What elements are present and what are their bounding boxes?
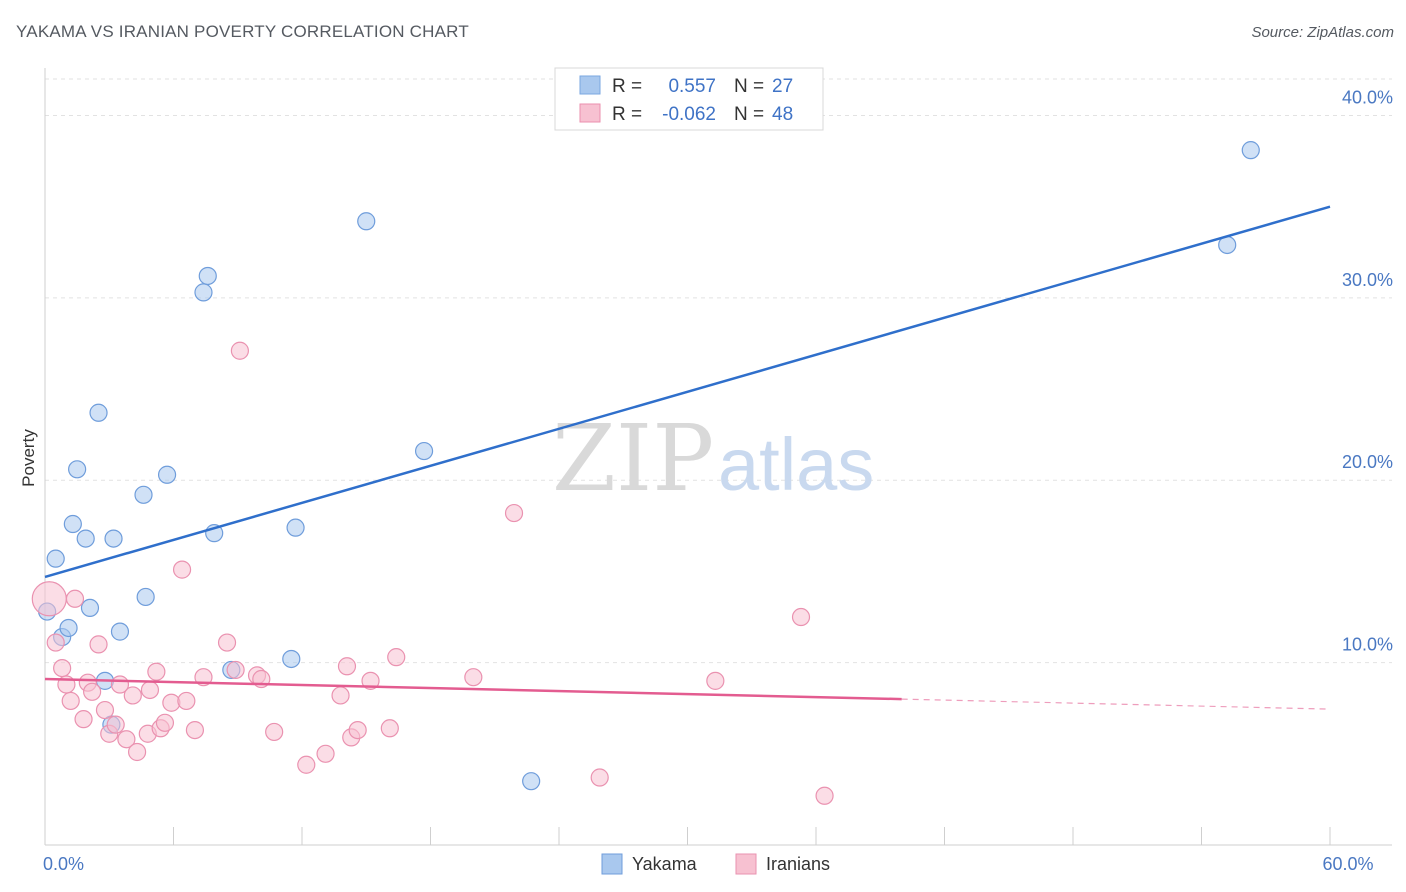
iranians-point-4 bbox=[61, 691, 80, 711]
y-tick-label-1: 20.0% bbox=[1342, 452, 1393, 472]
iranians-point-16 bbox=[127, 742, 147, 762]
iranians-point-6 bbox=[74, 710, 93, 729]
iranians-point-35 bbox=[331, 686, 350, 705]
yakama-point-3 bbox=[59, 618, 78, 638]
bottom-legend: Yakama Iranians bbox=[601, 853, 830, 875]
iranians-point-42 bbox=[464, 668, 483, 687]
x-tick-label-1: 60.0% bbox=[1322, 854, 1373, 874]
iranians-point-25 bbox=[185, 720, 205, 740]
iranians-point-44 bbox=[590, 768, 609, 787]
trend-layer bbox=[44, 205, 1331, 710]
iranians-point-28 bbox=[226, 660, 245, 680]
bottom-legend-label-iranians: Iranians bbox=[766, 854, 830, 874]
iranians-point-34 bbox=[316, 744, 335, 763]
y-tick-label-0: 10.0% bbox=[1342, 635, 1393, 655]
iranians-point-19 bbox=[147, 662, 166, 681]
legend-r-label-yakama: R = bbox=[612, 76, 642, 97]
yakama-point-7 bbox=[80, 598, 100, 618]
legend-n-label-iranians: N = bbox=[734, 104, 764, 125]
legend-r-label-iranians: R = bbox=[612, 104, 642, 125]
yakama-trend-line bbox=[44, 205, 1331, 579]
axis-layer: 10.0% 20.0% 30.0% 40.0% 0.0% 60.0% bbox=[43, 68, 1393, 874]
iranians-point-39 bbox=[361, 671, 380, 690]
yakama-point-17 bbox=[198, 266, 217, 286]
iranians-point-14 bbox=[117, 730, 136, 749]
legend-swatch-iranians bbox=[579, 103, 601, 123]
iranians-point-12 bbox=[106, 715, 125, 734]
legend-r-value-iranians: -0.062 bbox=[662, 104, 716, 125]
iranians-point-8 bbox=[83, 682, 102, 701]
yakama-point-26 bbox=[1241, 141, 1260, 160]
iranians-point-18 bbox=[140, 680, 160, 700]
iranians-point-45 bbox=[706, 671, 725, 690]
x-tick-label-0: 0.0% bbox=[43, 854, 84, 874]
yakama-point-4 bbox=[63, 514, 82, 534]
iranians-trend-extension bbox=[901, 698, 1331, 710]
legend-swatch-yakama bbox=[579, 75, 601, 95]
y-tick-label-2: 30.0% bbox=[1342, 270, 1393, 290]
iranians-point-40 bbox=[380, 719, 399, 738]
yakama-point-24 bbox=[522, 772, 541, 791]
series-iranians bbox=[31, 341, 834, 805]
iranians-point-46 bbox=[791, 607, 811, 627]
iranians-point-5 bbox=[65, 589, 85, 608]
iranians-point-27 bbox=[217, 633, 237, 652]
yakama-point-12 bbox=[110, 622, 130, 641]
bottom-legend-swatch-yakama bbox=[601, 853, 623, 875]
iranians-point-32 bbox=[265, 722, 284, 742]
iranians-point-36 bbox=[337, 657, 357, 676]
legend-r-value-yakama: 0.557 bbox=[668, 76, 716, 97]
iranians-point-22 bbox=[162, 693, 181, 712]
iranians-point-47 bbox=[815, 786, 834, 805]
watermark: ZIP atlas bbox=[552, 405, 874, 512]
iranians-point-41 bbox=[387, 648, 406, 667]
yakama-point-15 bbox=[157, 465, 177, 484]
iranians-point-43 bbox=[504, 503, 524, 523]
yakama-point-6 bbox=[76, 529, 95, 548]
y-tick-label-3: 40.0% bbox=[1342, 87, 1393, 107]
yakama-point-21 bbox=[286, 518, 305, 537]
iranians-trend-line bbox=[44, 677, 902, 701]
iranians-point-24 bbox=[177, 691, 196, 711]
yakama-point-5 bbox=[68, 460, 87, 479]
legend-n-value-iranians: 48 bbox=[772, 104, 793, 125]
chart-title: YAKAMA VS IRANIAN POVERTY CORRELATION CH… bbox=[16, 22, 469, 41]
iranians-point-0 bbox=[31, 581, 67, 617]
iranians-point-21 bbox=[155, 713, 175, 732]
iranians-point-10 bbox=[95, 700, 115, 720]
grid-layer bbox=[45, 78, 1392, 664]
yakama-point-14 bbox=[136, 587, 155, 607]
iranians-point-2 bbox=[53, 658, 72, 678]
yakama-point-23 bbox=[414, 441, 434, 461]
y-axis-label: Poverty bbox=[19, 429, 38, 487]
series-yakama bbox=[38, 141, 1260, 791]
iranians-point-15 bbox=[123, 686, 142, 705]
yakama-point-1 bbox=[46, 549, 65, 568]
bottom-legend-label-yakama: Yakama bbox=[632, 854, 698, 874]
iranians-point-29 bbox=[230, 341, 249, 360]
iranians-point-38 bbox=[348, 720, 367, 740]
points-layer bbox=[31, 141, 1260, 805]
yakama-point-22 bbox=[357, 212, 376, 231]
watermark-atlas: atlas bbox=[718, 423, 874, 506]
yakama-point-8 bbox=[89, 403, 108, 422]
yakama-point-11 bbox=[104, 529, 123, 548]
yakama-point-16 bbox=[194, 283, 213, 302]
iranians-point-9 bbox=[89, 635, 108, 654]
watermark-zip: ZIP bbox=[552, 405, 714, 512]
bottom-legend-swatch-iranians bbox=[735, 853, 757, 875]
iranians-point-23 bbox=[172, 560, 192, 579]
legend-n-value-yakama: 27 bbox=[772, 76, 793, 97]
yakama-point-13 bbox=[134, 485, 153, 504]
source-credit: Source: ZipAtlas.com bbox=[1251, 24, 1394, 41]
iranians-point-33 bbox=[297, 755, 316, 774]
legend-n-label-yakama: N = bbox=[734, 76, 764, 97]
legend-box: R = 0.557 N = 27 R = -0.062 N = 48 bbox=[554, 67, 824, 131]
yakama-point-20 bbox=[282, 649, 301, 669]
iranians-point-1 bbox=[46, 633, 65, 652]
